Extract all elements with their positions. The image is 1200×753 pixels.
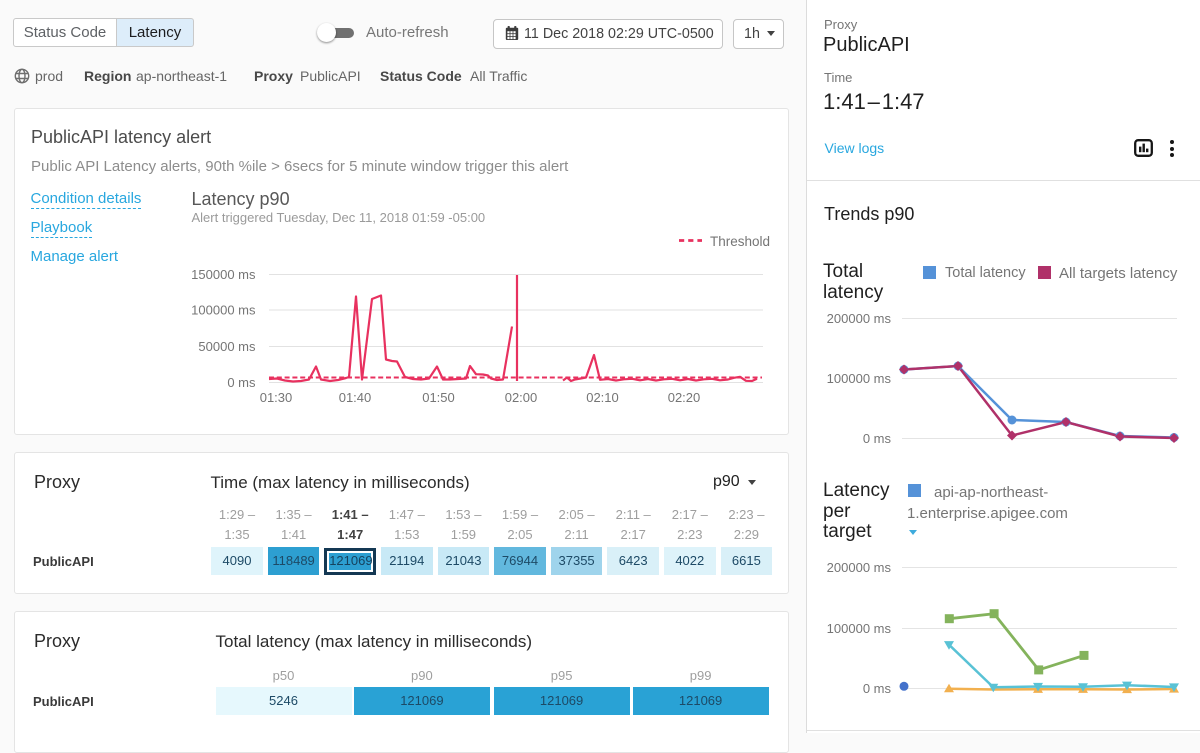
svg-text:02:10: 02:10 [586,390,619,405]
svg-text:150000 ms: 150000 ms [191,267,256,282]
svg-text:01:30: 01:30 [260,390,293,405]
svg-text:0 ms: 0 ms [863,431,892,446]
svg-text:100000 ms: 100000 ms [827,371,892,386]
svg-text:01:50: 01:50 [422,390,455,405]
svg-text:01:40: 01:40 [339,390,372,405]
svg-text:02:00: 02:00 [505,390,538,405]
svg-text:02:20: 02:20 [668,390,701,405]
svg-text:0 ms: 0 ms [863,681,892,696]
svg-text:100000 ms: 100000 ms [827,621,892,636]
svg-text:100000 ms: 100000 ms [191,303,256,318]
svg-text:50000 ms: 50000 ms [198,339,256,354]
svg-text:0 ms: 0 ms [227,375,256,390]
svg-text:200000 ms: 200000 ms [827,311,892,326]
svg-text:200000 ms: 200000 ms [827,560,892,575]
